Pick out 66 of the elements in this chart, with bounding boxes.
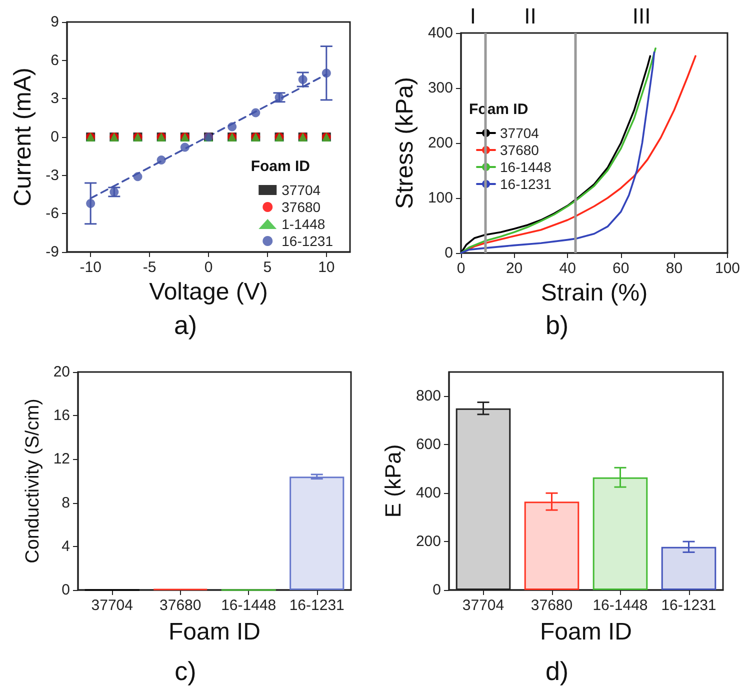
y-tick-label: -9 bbox=[46, 244, 59, 260]
legend-label: 37680 bbox=[282, 199, 321, 215]
x-tick-label: 10 bbox=[318, 259, 335, 276]
x-tick-label: 37680 bbox=[530, 597, 573, 614]
x-tick-label: 20 bbox=[506, 260, 523, 277]
x-tick-label: 37704 bbox=[91, 597, 133, 614]
y-tick-label: 800 bbox=[416, 388, 441, 405]
y-axis-title: Stress (kPa) bbox=[392, 76, 419, 210]
y-tick-label: 300 bbox=[428, 80, 453, 96]
y-tick-label: 16 bbox=[53, 407, 70, 424]
y-tick-label: 0 bbox=[432, 582, 441, 598]
y-tick-label: 200 bbox=[416, 533, 441, 550]
y-tick-label: -6 bbox=[46, 205, 59, 222]
text: c) bbox=[174, 656, 196, 686]
y-tick-label: 8 bbox=[62, 494, 70, 512]
y-tick-label: 400 bbox=[428, 24, 453, 42]
x-tick-label: 0 bbox=[204, 259, 213, 276]
legend-label: 37704 bbox=[500, 125, 540, 141]
x-tick-label: 16-1448 bbox=[221, 597, 276, 614]
x-tick-label: 16-1231 bbox=[289, 597, 344, 614]
y-tick-label: 6 bbox=[50, 52, 59, 69]
legend-label: 1-1448 bbox=[282, 216, 326, 232]
y-tick-label: 100 bbox=[428, 190, 453, 206]
x-tick-label: 60 bbox=[612, 260, 630, 277]
legend-title: Foam ID bbox=[250, 158, 310, 175]
y-tick-label: 600 bbox=[416, 436, 441, 454]
text: d) bbox=[545, 656, 569, 686]
y-tick-label: 3 bbox=[50, 90, 59, 108]
x-tick-label: 16-1448 bbox=[592, 597, 648, 614]
x-tick-label: 0 bbox=[456, 260, 466, 277]
legend-label: 37680 bbox=[500, 142, 540, 158]
y-tick-label: 0 bbox=[50, 128, 59, 146]
text: III bbox=[632, 4, 651, 28]
y-tick-label: 200 bbox=[428, 134, 453, 152]
y-tick-label: 4 bbox=[62, 538, 70, 555]
x-axis-title: Foam ID bbox=[168, 618, 261, 646]
text: II bbox=[524, 4, 536, 28]
y-tick-label: 0 bbox=[444, 244, 453, 262]
x-tick-label: 37704 bbox=[462, 597, 504, 614]
x-tick-label: 100 bbox=[714, 260, 740, 277]
y-tick-label: 12 bbox=[53, 450, 70, 468]
x-tick-label: 40 bbox=[559, 260, 576, 277]
text: I bbox=[470, 4, 476, 28]
y-tick-label: 9 bbox=[50, 14, 59, 30]
y-tick-label: 20 bbox=[53, 364, 70, 380]
legend-label: 37704 bbox=[282, 182, 321, 198]
x-tick-label: 37680 bbox=[160, 597, 202, 614]
y-axis-title: E (kPa) bbox=[380, 444, 406, 518]
x-tick-label: -10 bbox=[80, 259, 102, 276]
y-tick-label: 400 bbox=[416, 484, 441, 502]
legend-label: 16-1231 bbox=[500, 176, 552, 192]
text: a) bbox=[174, 310, 198, 340]
x-tick-label: 5 bbox=[263, 259, 272, 276]
x-axis-title: Voltage (V) bbox=[149, 278, 268, 306]
x-axis-title: Foam ID bbox=[540, 618, 632, 646]
x-axis-title: Strain (%) bbox=[540, 279, 648, 306]
legend-label: 16-1231 bbox=[282, 233, 334, 249]
text: b) bbox=[545, 310, 569, 340]
x-tick-label: -5 bbox=[142, 259, 156, 276]
y-tick-label: -3 bbox=[46, 166, 59, 184]
y-axis-title: Current (mA) bbox=[9, 68, 36, 206]
y-axis-title: Conductivity (S/cm) bbox=[22, 398, 44, 564]
x-tick-label: 80 bbox=[666, 260, 683, 277]
y-tick-label: 0 bbox=[62, 582, 70, 598]
x-tick-label: 16-1231 bbox=[661, 597, 716, 614]
legend-label: 16-1448 bbox=[500, 159, 552, 175]
